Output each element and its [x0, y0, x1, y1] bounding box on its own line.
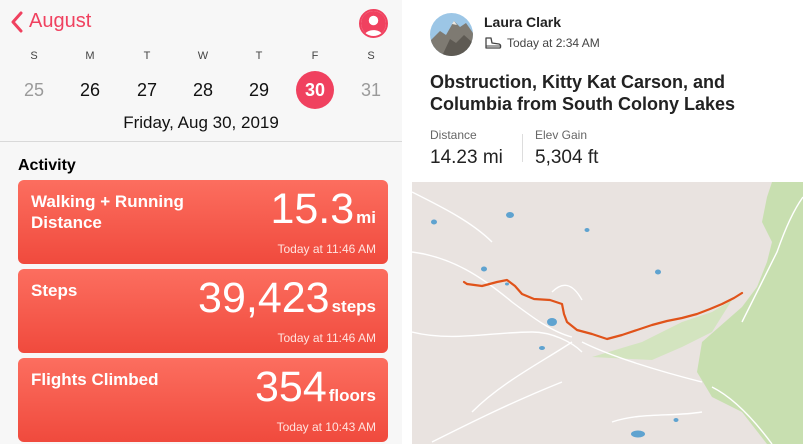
lake [505, 282, 509, 286]
forest-area [592, 300, 732, 360]
mountain-photo-icon [430, 13, 473, 56]
trail-lines [412, 191, 803, 444]
route-map-canvas [412, 182, 803, 444]
stat-label: Elev Gain [535, 128, 588, 142]
back-button[interactable]: August [10, 10, 91, 33]
athlete-name[interactable]: Laura Clark [484, 14, 562, 30]
card-unit: mi [356, 208, 376, 227]
card-title: Flights Climbed [31, 370, 159, 389]
activity-timestamp: Today at 2:34 AM [507, 36, 600, 50]
lakes [431, 212, 679, 438]
lake [655, 269, 661, 275]
card-value: 15.3 [270, 185, 355, 233]
card-value: 39,423 [198, 274, 330, 322]
route-start-stub [462, 280, 469, 286]
activity-route [465, 278, 744, 341]
weekday-label: W [197, 50, 209, 62]
weekday-label: S [367, 50, 375, 62]
stat-value: 14.23 mi [430, 147, 503, 168]
lake [539, 346, 545, 350]
forest-area [697, 182, 803, 444]
athlete-avatar[interactable] [430, 13, 473, 56]
weekday-label: S [30, 50, 38, 62]
chevron-left-icon [11, 11, 23, 32]
lake [673, 418, 679, 422]
selected-date: Friday, Aug 30, 2019 [123, 113, 279, 132]
lake [506, 212, 514, 218]
calendar-day-selected[interactable]: 30 [296, 71, 334, 109]
hiking-boot-icon [485, 37, 502, 49]
calendar-day[interactable]: 31 [360, 80, 382, 100]
calendar-day[interactable]: 26 [79, 80, 101, 100]
card-title: Walking + Running Distance [31, 192, 184, 232]
stat-divider [522, 134, 523, 162]
card-unit: floors [328, 386, 376, 405]
stat-label: Distance [430, 128, 477, 142]
card-timestamp: Today at 11:46 AM [277, 242, 376, 256]
card-timestamp: Today at 10:43 AM [276, 420, 376, 434]
card-value: 354 [255, 363, 327, 411]
distance-stat: Distance 14.23 mi [430, 128, 503, 169]
elev-gain-stat: Elev Gain 5,304 ft [535, 128, 598, 169]
calendar-day[interactable]: 27 [136, 80, 158, 100]
lake [431, 219, 437, 225]
back-button-label: August [29, 10, 92, 32]
steps-card[interactable]: Steps 39,423 steps Today at 11:46 AM [18, 269, 388, 353]
route-map[interactable] [412, 182, 803, 444]
lake [631, 430, 645, 438]
activity-title: Obstruction, Kitty Kat Carson, and Colum… [430, 72, 736, 114]
stat-value: 5,304 ft [535, 147, 599, 168]
activity-section-title: Activity [18, 157, 76, 174]
weekday-label: F [311, 50, 319, 62]
card-title: Steps [31, 281, 78, 300]
calendar-header: August S M T W T F S 25 26 27 28 29 30 3… [0, 0, 402, 142]
flights-climbed-card[interactable]: Flights Climbed 354 floors Today at 10:4… [18, 358, 388, 442]
calendar-day[interactable]: 29 [248, 80, 270, 100]
activity-meta: Today at 2:34 AM [484, 36, 600, 50]
card-unit: steps [331, 297, 376, 316]
weekday-label: T [143, 50, 151, 62]
weekday-label: T [255, 50, 263, 62]
walking-running-distance-card[interactable]: Walking + Running Distance 15.3 mi Today… [18, 180, 388, 264]
card-timestamp: Today at 11:46 AM [277, 331, 376, 345]
calendar-day[interactable]: 28 [192, 80, 214, 100]
weekday-label: M [85, 50, 95, 62]
lake [584, 228, 590, 232]
calendar-day[interactable]: 25 [23, 80, 45, 100]
lake [547, 318, 557, 326]
lake [481, 266, 487, 272]
person-icon [361, 11, 386, 36]
profile-button[interactable] [359, 9, 388, 38]
health-app-panel: August S M T W T F S 25 26 27 28 29 30 3… [0, 0, 402, 442]
